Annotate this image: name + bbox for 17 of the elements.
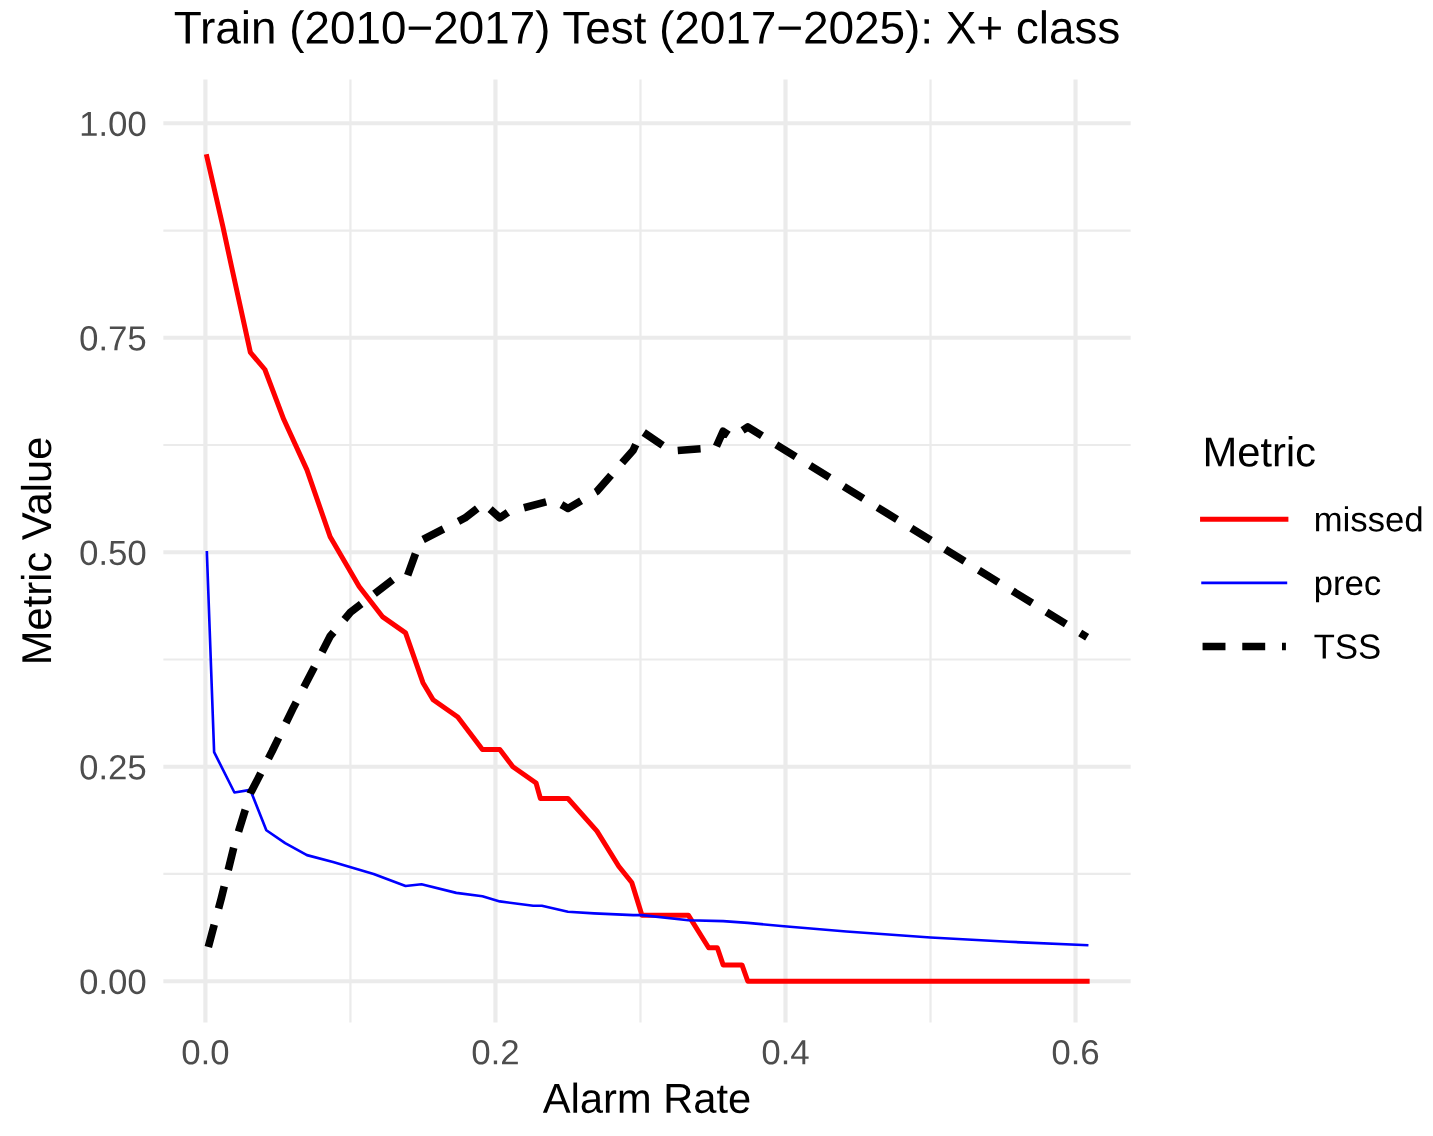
y-tick-label: 0.25 xyxy=(80,755,146,780)
y-tick-label: 1.00 xyxy=(81,111,146,137)
x-axis-title: Alarm Rate xyxy=(542,1082,750,1114)
y-tick-label: 0.50 xyxy=(80,540,146,566)
y-tick-label: 0.75 xyxy=(80,326,146,351)
y-axis-title: Metric Value xyxy=(20,438,52,662)
legend-label: prec xyxy=(1315,576,1381,603)
legend-label: TSS xyxy=(1314,634,1380,659)
chart-title: Train (2010−2017) Test (2017−2025): X+ class xyxy=(174,10,1119,53)
legend-title: Metric xyxy=(1205,436,1315,467)
x-tick-label: 0.4 xyxy=(762,1039,809,1065)
x-tick-label: 0.0 xyxy=(182,1039,229,1065)
y-tick-label: 0.00 xyxy=(80,969,146,995)
x-tick-label: 0.2 xyxy=(472,1039,518,1065)
legend-label: missed xyxy=(1315,506,1422,532)
line-series xyxy=(205,550,1089,947)
x-tick-label: 0.6 xyxy=(1052,1039,1099,1065)
